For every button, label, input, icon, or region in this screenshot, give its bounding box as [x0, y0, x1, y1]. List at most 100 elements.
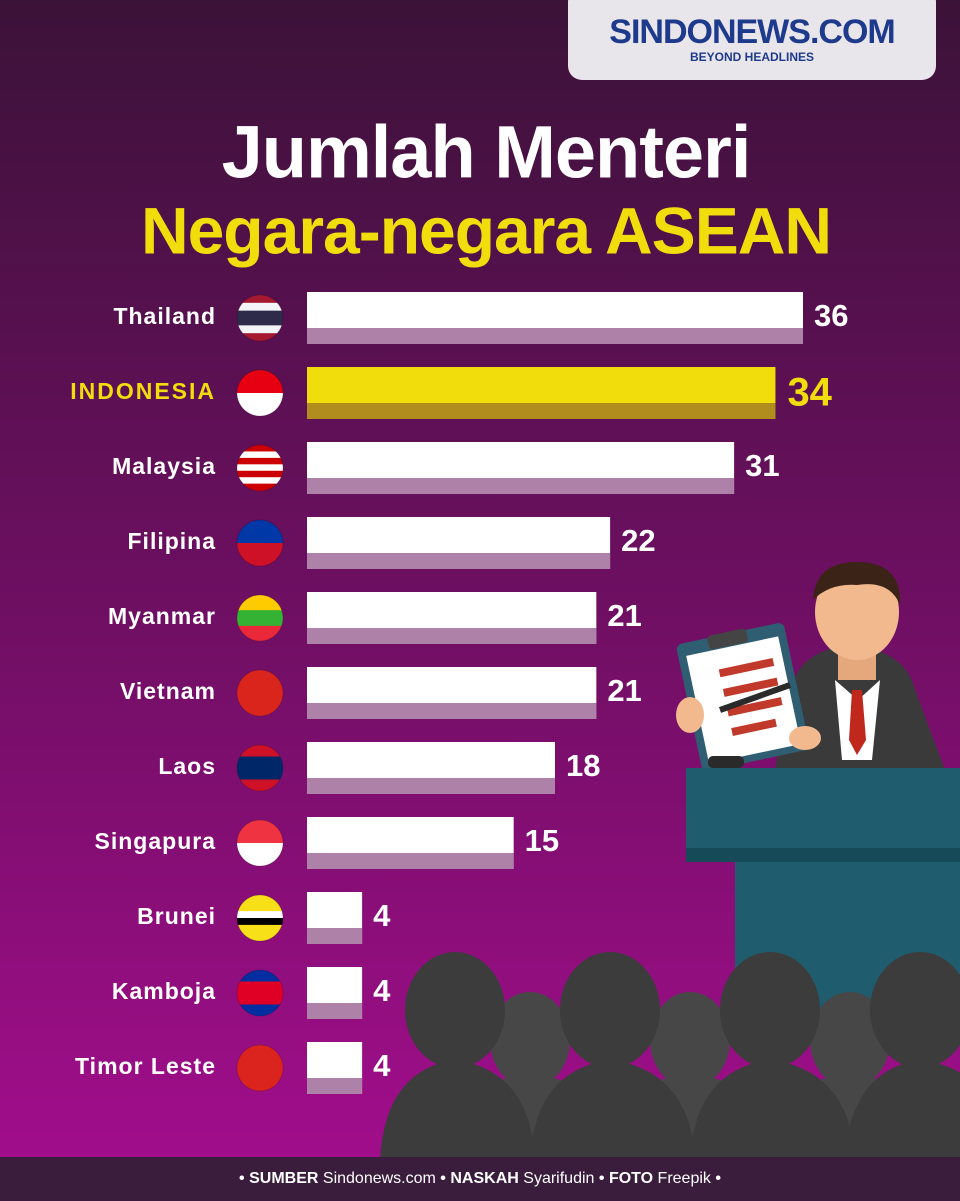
flag-stripe — [237, 370, 283, 394]
flag-stripe — [237, 843, 283, 866]
flag-rim — [236, 669, 284, 717]
footer-text: Freepik — [658, 1170, 712, 1187]
bar-shade — [307, 853, 514, 869]
footer-separator: • — [715, 1170, 721, 1187]
flag-stripe — [237, 543, 283, 566]
bar-shade — [307, 328, 803, 344]
flag-stripe — [237, 670, 283, 716]
flag-stripe — [237, 981, 283, 1005]
footer-separator: • — [440, 1170, 446, 1187]
flag-stripe — [237, 911, 283, 919]
footer-bar — [0, 1157, 960, 1201]
category-label: Laos — [158, 753, 216, 779]
value-label: 18 — [566, 748, 600, 783]
footer: • SUMBER Sindonews.com • NASKAH Syarifud… — [239, 1170, 721, 1187]
footer-text: Syarifudin — [523, 1170, 594, 1187]
flag-stripe — [237, 470, 283, 478]
logo-name: SINDONEWS.COM — [609, 13, 894, 51]
category-label: Kamboja — [112, 978, 216, 1004]
flag-stripe — [237, 451, 283, 459]
flag — [237, 820, 283, 866]
category-label: Malaysia — [112, 453, 216, 479]
flag-stripe — [237, 457, 283, 465]
flag-stripe — [237, 295, 283, 304]
flag-stripe — [237, 325, 283, 334]
value-label: 15 — [525, 823, 559, 858]
logo-box — [568, 0, 936, 80]
flag-stripe — [237, 1045, 283, 1091]
value-label: 4 — [373, 1048, 391, 1083]
value-label: 22 — [621, 523, 655, 558]
footer-label: NASKAH — [450, 1170, 518, 1187]
bar-shade — [307, 1078, 363, 1094]
footer-separator: • — [599, 1170, 605, 1187]
value-label: 4 — [373, 973, 391, 1008]
footer-label: SUMBER — [249, 1170, 319, 1187]
flag-stripe — [237, 779, 283, 791]
bar-shade — [307, 553, 611, 569]
category-label: Vietnam — [120, 678, 216, 704]
value-label: 21 — [607, 598, 641, 633]
bar-shade — [307, 703, 597, 719]
category-label: Brunei — [137, 903, 216, 929]
flag-stripe — [237, 1004, 283, 1016]
flag — [237, 595, 283, 641]
category-label: INDONESIA — [70, 378, 216, 404]
flag-rim — [236, 444, 284, 492]
flag-stripe — [237, 333, 283, 341]
flag-stripe — [237, 595, 283, 611]
category-label: Filipina — [128, 528, 217, 554]
flag-stripe — [237, 520, 283, 544]
flag-stripe — [237, 464, 283, 472]
flag-stripe — [237, 393, 283, 416]
flag-rim — [236, 969, 284, 1017]
value-label: 36 — [814, 298, 848, 333]
flag-rim — [236, 294, 284, 342]
flag-stripe — [237, 895, 283, 912]
chart-subtitle: Negara-negara ASEAN — [141, 193, 831, 267]
audience — [380, 952, 960, 1160]
bar-shade — [307, 628, 597, 644]
flag-stripe — [237, 756, 283, 780]
bar-shade — [307, 403, 776, 419]
value-label: 4 — [373, 898, 391, 933]
flag-rim — [236, 744, 284, 792]
flag-stripe — [237, 625, 283, 641]
value-label: 34 — [787, 371, 832, 415]
footer-separator: • — [239, 1170, 245, 1187]
flag-stripe — [237, 302, 283, 312]
flag-rim — [236, 519, 284, 567]
flag — [237, 670, 283, 716]
flag-rim — [236, 894, 284, 942]
bar-shade — [307, 778, 555, 794]
flag-rim — [236, 369, 284, 417]
category-label: Myanmar — [108, 603, 216, 629]
category-label: Thailand — [113, 303, 216, 329]
footer-label: FOTO — [609, 1170, 653, 1187]
flag — [237, 520, 283, 566]
category-label: Singapura — [95, 828, 216, 854]
flag-stripe — [237, 310, 283, 326]
footer-text: Sindonews.com — [323, 1170, 436, 1187]
flag-stripe — [237, 483, 283, 491]
illustration — [676, 562, 960, 1022]
flag-rim — [236, 594, 284, 642]
flag — [237, 895, 283, 941]
bar-shade — [307, 1003, 363, 1019]
flag-stripe — [237, 918, 283, 926]
flag — [237, 1045, 283, 1091]
flag-stripe — [237, 924, 283, 941]
bar-shade — [307, 928, 363, 944]
value-label: 31 — [745, 448, 779, 483]
logo-tagline: BEYOND HEADLINES — [690, 50, 814, 64]
value-label: 21 — [607, 673, 641, 708]
flag — [237, 445, 283, 491]
flag — [237, 295, 283, 341]
bar-shade — [307, 478, 735, 494]
flag-rim — [236, 1044, 284, 1092]
chart-title: Jumlah Menteri — [222, 111, 751, 194]
flag-stripe — [237, 610, 283, 627]
category-label: Timor Leste — [75, 1053, 216, 1079]
